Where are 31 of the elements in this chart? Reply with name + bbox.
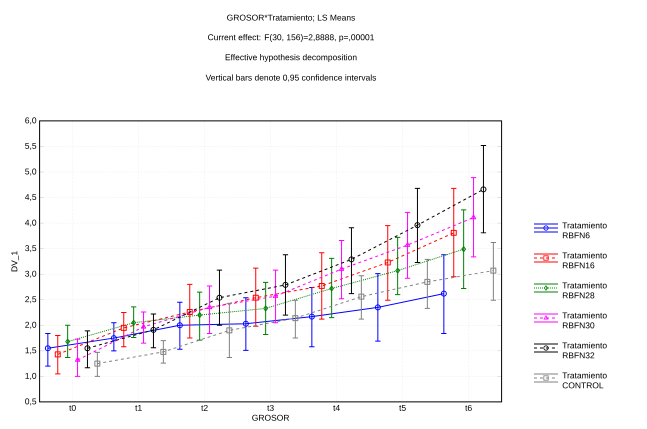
y-tick-label: 3,0 [25,270,36,278]
x-tick-label: t4 [333,404,340,411]
legend-label: Tratamiento RBFN32 [562,342,607,358]
x-tick-label: t6 [465,404,472,411]
y-axis-title: DV_1 [11,251,19,272]
y-tick-label: 4,0 [25,220,36,227]
x-tick-label: t0 [69,404,76,411]
legend-label: Tratamiento CONTROL [562,372,607,388]
x-tick-label: t5 [399,404,406,411]
y-tick-label: 4,5 [25,194,36,202]
text: Vertical bars denote 0,95 confidence intervals [206,74,376,82]
y-tick-label: 6,0 [25,117,36,124]
y-tick-label: 2,5 [25,296,36,304]
legend-label: Tratamiento RBFN6 [562,222,607,238]
y-tick-label: 5,5 [25,143,36,150]
chart-subtitle: Current effect: F(30, 156)=2,8888, p=,00001 [208,34,374,42]
text: Effective hypothesis decomposition [226,54,356,62]
y-tick-label: 5,0 [25,168,36,176]
x-tick-label: t2 [201,404,208,411]
legend-label: Tratamiento RBFN28 [562,282,607,298]
legend-label: Tratamiento RBFN16 [562,252,607,268]
legend-label: Tratamiento RBFN30 [562,312,607,328]
chart-title: GROSOR*Tratamiento; LS Means [227,14,355,22]
x-tick-label: t1 [135,404,142,411]
y-tick-label: 1,0 [25,372,36,380]
y-tick-label: 2,0 [25,322,36,329]
y-tick-label: 3,5 [25,245,36,252]
x-axis-title: GROSOR [252,414,290,421]
y-tick-label: 0,5 [25,398,36,406]
y-tick-label: 1,5 [25,347,36,354]
x-tick-label: t3 [267,404,274,411]
